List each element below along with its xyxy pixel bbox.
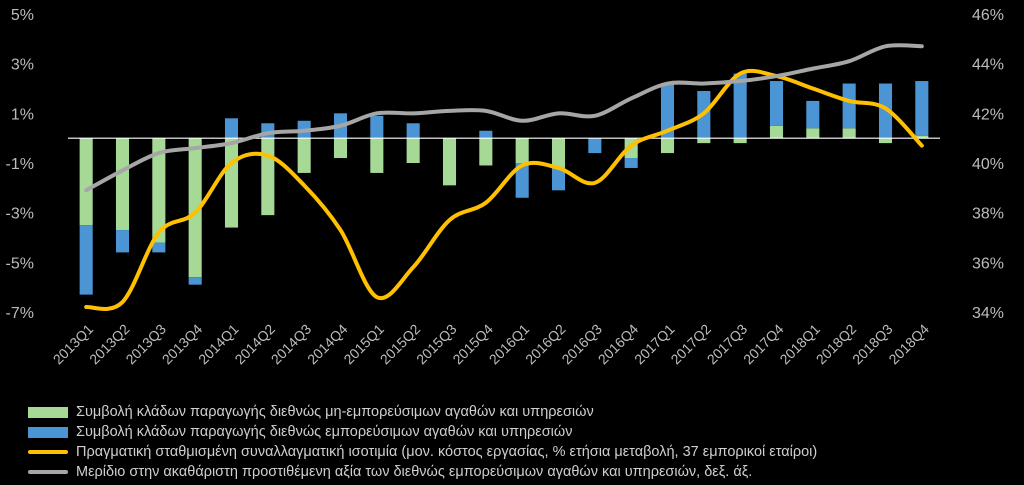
bar-tradable bbox=[878, 83, 893, 139]
y-right-tick-label: 38% bbox=[972, 206, 1004, 223]
bar-nontradable bbox=[115, 138, 130, 231]
bar-nontradable bbox=[442, 138, 457, 186]
legend-swatch-reer bbox=[28, 450, 68, 454]
legend-swatch-nontradable bbox=[28, 406, 68, 418]
bar-tradable bbox=[806, 100, 820, 129]
y-right-tick-label: 44% bbox=[972, 57, 1004, 74]
bar-tradable bbox=[624, 158, 638, 168]
y-right-tick-label: 40% bbox=[972, 156, 1004, 173]
y-right-tick-label: 42% bbox=[972, 106, 1004, 123]
bar-nontradable bbox=[660, 138, 675, 154]
bar-nontradable bbox=[479, 138, 493, 166]
bar-tradable bbox=[915, 81, 929, 136]
bar-tradable bbox=[152, 242, 166, 253]
legend-item-nontradable: Συμβολή κλάδων παραγωγής διεθνώς μη-εμπο… bbox=[28, 402, 1018, 422]
bar-tradable bbox=[479, 130, 493, 139]
bar-tradable bbox=[588, 138, 602, 154]
y-left-tick-label: 3% bbox=[11, 57, 34, 74]
legend-label-share: Μερίδιο στην ακαθάριστη προστιθέμενη αξί… bbox=[76, 464, 753, 480]
y-left-tick-label: -5% bbox=[6, 255, 34, 272]
bar-nontradable bbox=[333, 138, 348, 159]
x-tick-label: 2018Q4 bbox=[885, 321, 932, 368]
bar-nontradable bbox=[806, 128, 820, 139]
line-tradable-share bbox=[84, 43, 924, 193]
bar-tradable bbox=[370, 115, 384, 139]
bar-tradable bbox=[551, 167, 566, 191]
bar-nontradable bbox=[188, 138, 202, 278]
bar-tradable bbox=[842, 83, 856, 129]
legend-label-reer: Πραγματική σταθμισμένη συναλλαγματική ισ… bbox=[76, 444, 818, 460]
bar-nontradable bbox=[733, 138, 747, 144]
bar-nontradable bbox=[261, 138, 275, 216]
bar-nontradable bbox=[697, 138, 711, 144]
bar-nontradable bbox=[515, 138, 529, 163]
bar-nontradable bbox=[152, 138, 166, 243]
line-reer bbox=[84, 69, 924, 311]
bar-nontradable bbox=[406, 138, 420, 163]
legend-item-reer: Πραγματική σταθμισμένη συναλλαγματική ισ… bbox=[28, 442, 1018, 462]
bar-tradable bbox=[79, 225, 93, 295]
bar-nontradable bbox=[551, 138, 566, 168]
bar-tradable bbox=[406, 123, 420, 139]
legend: Συμβολή κλάδων παραγωγής διεθνώς μη-εμπο… bbox=[28, 402, 1018, 482]
legend-item-tradable: Συμβολή κλάδων παραγωγής διεθνώς εμπορεύ… bbox=[28, 422, 1018, 442]
legend-item-share: Μερίδιο στην ακαθάριστη προστιθέμενη αξί… bbox=[28, 462, 1018, 482]
bar-nontradable bbox=[842, 128, 856, 139]
bar-tradable bbox=[733, 73, 747, 139]
y-right-tick-label: 34% bbox=[972, 305, 1004, 322]
y-right-tick-label: 46% bbox=[972, 7, 1004, 24]
legend-label-nontradable: Συμβολή κλάδων παραγωγής διεθνώς μη-εμπο… bbox=[76, 404, 594, 420]
legend-label-tradable: Συμβολή κλάδων παραγωγής διεθνώς εμπορεύ… bbox=[76, 424, 573, 440]
bar-nontradable bbox=[297, 138, 311, 173]
bar-tradable bbox=[224, 118, 239, 139]
y-left-tick-label: 5% bbox=[11, 7, 34, 24]
bar-tradable bbox=[188, 277, 202, 285]
y-left-tick-label: -1% bbox=[6, 156, 34, 173]
y-right-tick-label: 36% bbox=[972, 255, 1004, 272]
bar-nontradable bbox=[370, 138, 384, 173]
y-left-tick-label: -7% bbox=[6, 305, 34, 322]
y-left-tick-label: 1% bbox=[11, 106, 34, 123]
bar-nontradable bbox=[878, 138, 893, 144]
bar-nontradable bbox=[915, 135, 929, 139]
bar-nontradable bbox=[224, 138, 239, 228]
bar-tradable bbox=[115, 230, 130, 253]
bar-tradable bbox=[769, 81, 784, 126]
bar-nontradable bbox=[79, 138, 93, 226]
y-left-tick-label: -3% bbox=[6, 206, 34, 223]
bar-nontradable bbox=[769, 125, 784, 139]
bar-tradable bbox=[660, 83, 675, 139]
bar-tradable bbox=[515, 163, 529, 198]
legend-swatch-share bbox=[28, 470, 68, 474]
legend-swatch-tradable bbox=[28, 426, 68, 438]
